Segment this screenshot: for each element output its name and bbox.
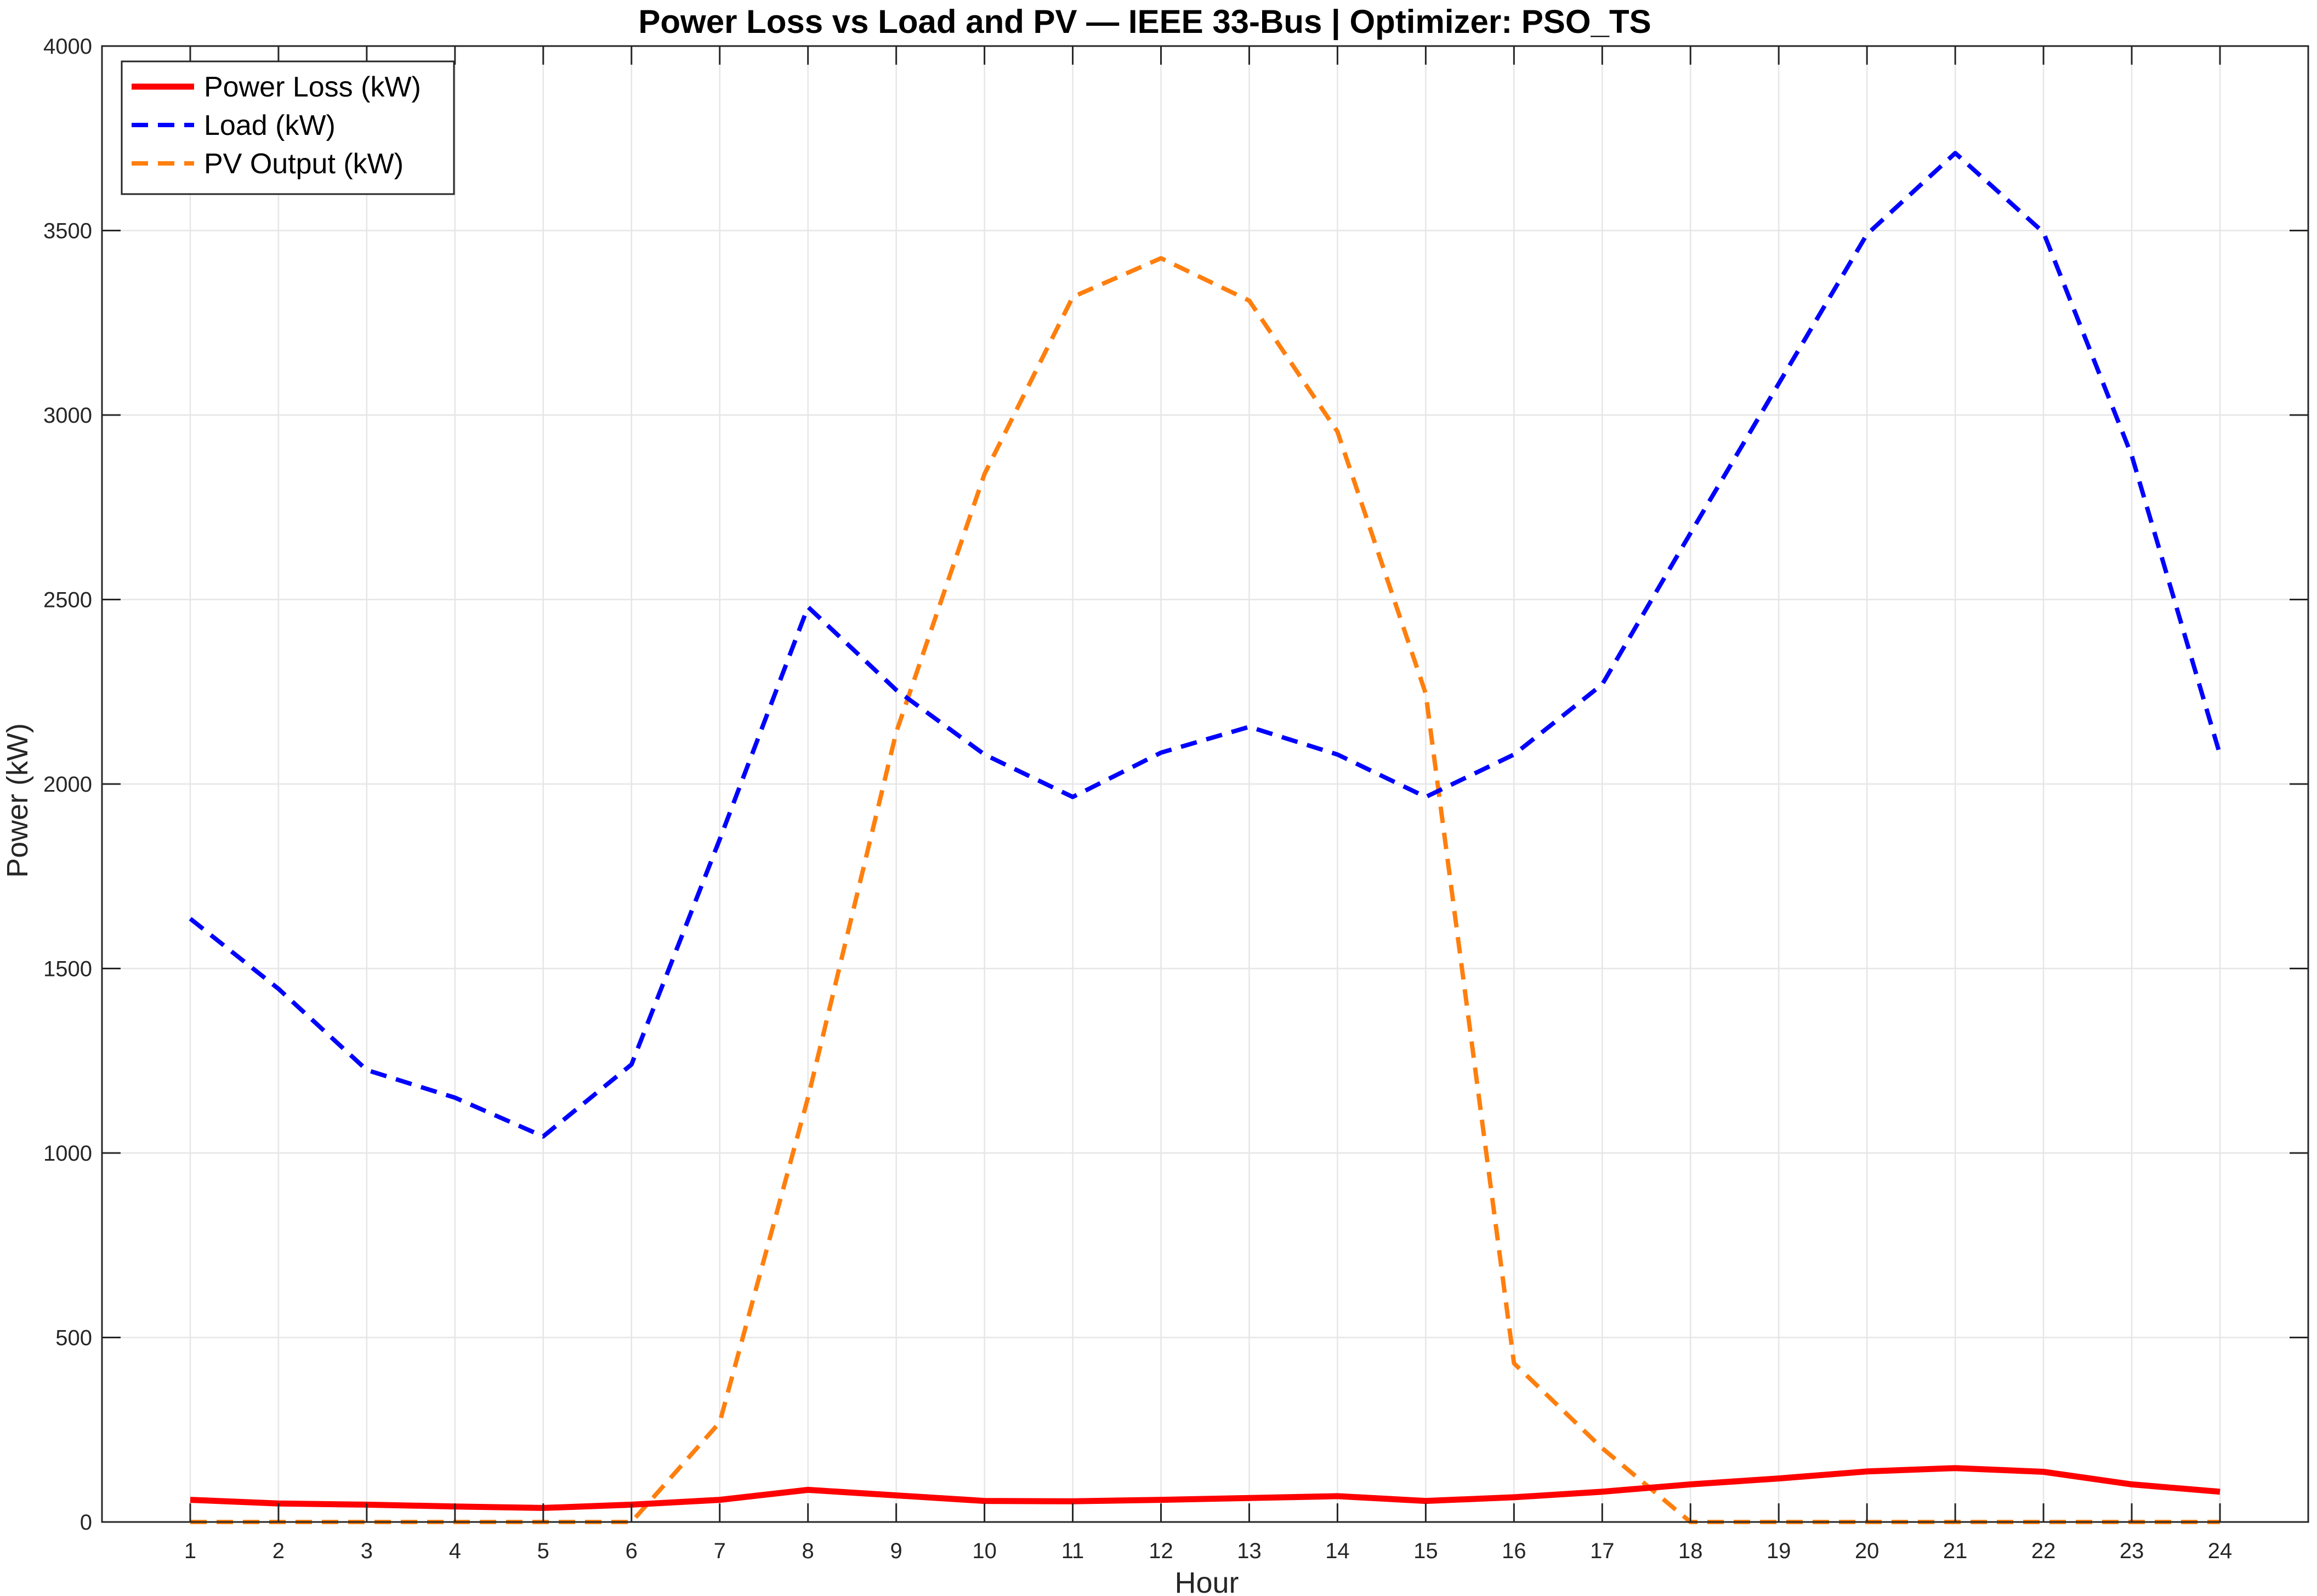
legend-box: [121, 60, 455, 195]
x-tick-label: 12: [1149, 1539, 1173, 1563]
x-tick-label: 11: [1061, 1539, 1084, 1563]
y-tick-label: 500: [55, 1326, 92, 1350]
x-tick-label: 17: [1590, 1539, 1615, 1563]
x-axis-title: Hour: [1174, 1566, 1239, 1596]
chart-title: Power Loss vs Load and PV — IEEE 33-Bus …: [638, 3, 1651, 41]
y-tick-labels: 0 500 1000 1500 2000 2500 3000 3500 4000: [43, 35, 92, 1535]
grid: [102, 46, 2308, 1522]
x-tick-label: 16: [1502, 1539, 1526, 1563]
legend-label-2: PV Output (kW): [204, 148, 404, 180]
x-tick-label: 22: [2031, 1539, 2056, 1563]
x-tick-label: 6: [626, 1539, 638, 1563]
x-tick-label: 4: [449, 1539, 461, 1563]
x-tick-label: 7: [714, 1539, 726, 1563]
y-tick-label: 1500: [43, 957, 92, 981]
series-line-1: [189, 151, 2222, 1139]
x-tick-label: 19: [1767, 1539, 1791, 1563]
x-tick-label: 14: [1325, 1539, 1350, 1563]
legend-label-0: Power Loss (kW): [204, 71, 421, 103]
x-tick-label: 21: [1943, 1539, 1968, 1563]
x-tick-label: 9: [890, 1539, 902, 1563]
y-tick-label: 0: [80, 1510, 92, 1535]
x-tick-label: 2: [272, 1539, 285, 1563]
x-tick-label: 20: [1855, 1539, 1879, 1563]
y-tick-label: 2500: [43, 588, 92, 612]
x-tick-label: 24: [2208, 1539, 2233, 1563]
y-axis-title: Power (kW): [1, 723, 34, 878]
x-tick-label: 18: [1678, 1539, 1703, 1563]
x-tick-label: 13: [1237, 1539, 1262, 1563]
x-tick-label: 15: [1413, 1539, 1438, 1563]
x-tick-labels: 1 2 3 4 5 6 7 8 9 10 11 12 13 14 15 16 17 18 19 20 21 22 23 24: [184, 1539, 2232, 1563]
y-tick-label: 3000: [43, 404, 92, 428]
x-tick-label: 3: [361, 1539, 373, 1563]
x-tick-label: 1: [184, 1539, 196, 1563]
tick-group: [102, 45, 2308, 1523]
y-tick-label: 1000: [43, 1141, 92, 1166]
x-tick-label: 10: [972, 1539, 997, 1563]
y-tick-label: 3500: [43, 219, 92, 243]
y-tick-label: 2000: [43, 773, 92, 797]
x-tick-label: 23: [2120, 1539, 2144, 1563]
legend-label-1: Load (kW): [204, 110, 336, 141]
y-tick-label: 4000: [43, 35, 92, 59]
x-tick-label: 5: [537, 1539, 549, 1563]
legend: Power Loss (kW) Load (kW) PV Output (kW): [121, 60, 455, 195]
x-tick-label: 8: [802, 1539, 814, 1563]
series-line-0: [190, 1465, 2221, 1511]
